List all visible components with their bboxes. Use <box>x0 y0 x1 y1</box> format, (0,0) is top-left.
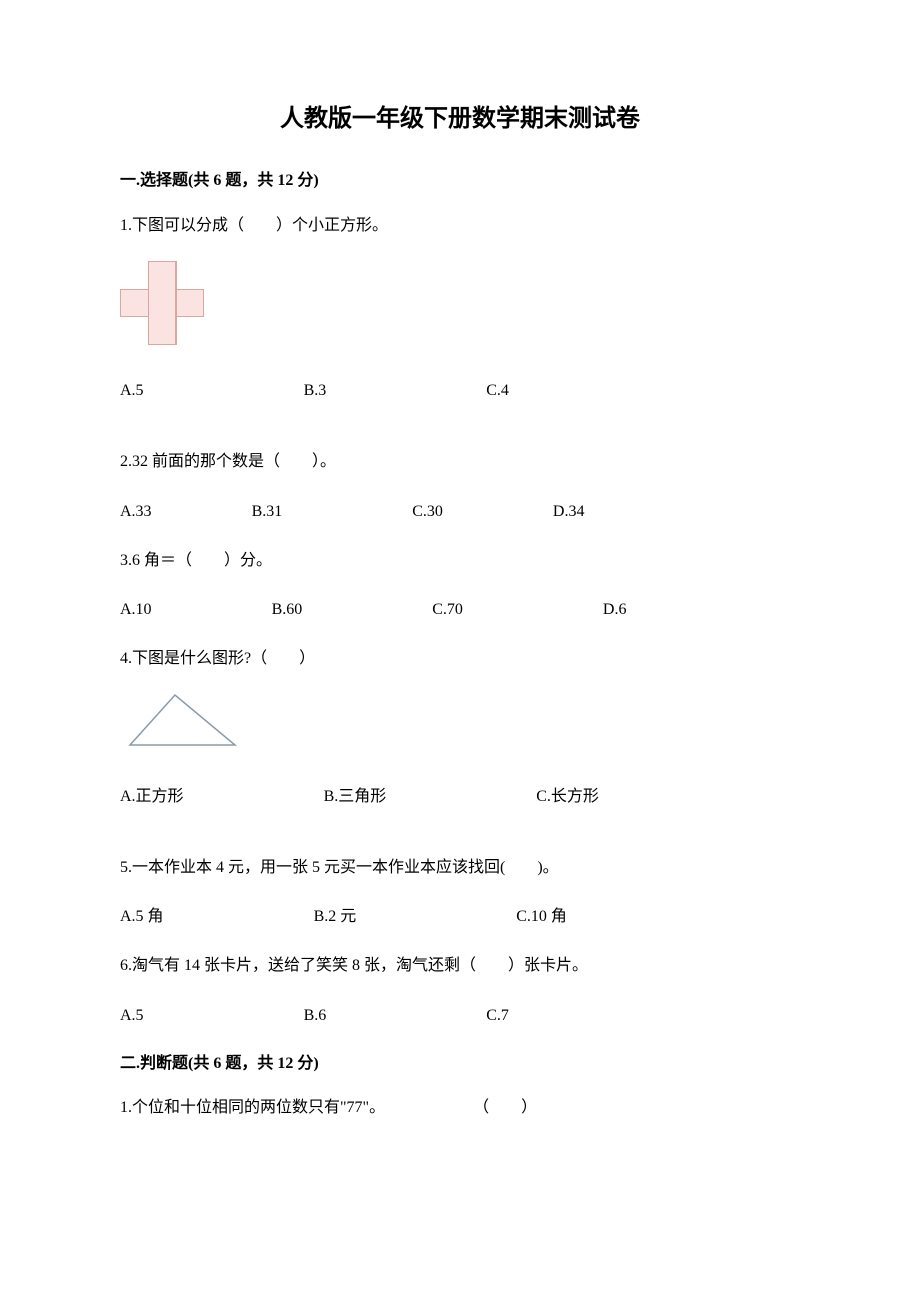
q3-option-c: C.70 <box>432 592 463 627</box>
q2-option-c: C.30 <box>412 494 443 529</box>
q6-text: 6.淘气有 14 张卡片，送给了笑笑 8 张，淘气还剩（ ）张卡片。 <box>120 948 800 983</box>
q1-options: A.5 B.3 C.4 <box>120 373 800 408</box>
q6-option-b: B.6 <box>304 998 327 1033</box>
q5-text: 5.一本作业本 4 元，用一张 5 元买一本作业本应该找回( )。 <box>120 850 800 885</box>
q1-option-a: A.5 <box>120 373 144 408</box>
q2-text: 2.32 前面的那个数是（ ）。 <box>120 444 800 479</box>
q4-options: A.正方形 B.三角形 C.长方形 <box>120 779 800 814</box>
section-1-header: 一.选择题(共 6 题，共 12 分) <box>120 168 800 194</box>
q5-options: A.5 角 B.2 元 C.10 角 <box>120 899 800 934</box>
page-title: 人教版一年级下册数学期末测试卷 <box>120 100 800 138</box>
j1-paren: （ ） <box>473 1099 537 1116</box>
section-2-header: 二.判断题(共 6 题，共 12 分) <box>120 1051 800 1077</box>
q5-option-c: C.10 角 <box>516 899 567 934</box>
q3-option-b: B.60 <box>272 592 303 627</box>
q4-option-a: A.正方形 <box>120 779 184 814</box>
q6-option-a: A.5 <box>120 998 144 1033</box>
q2-option-d: D.34 <box>553 494 585 529</box>
q4-option-b: B.三角形 <box>324 779 387 814</box>
q6-options: A.5 B.6 C.7 <box>120 998 800 1033</box>
q3-text: 3.6 角＝（ ）分。 <box>120 543 800 578</box>
q2-options: A.33 B.31 C.30 D.34 <box>120 494 800 529</box>
q2-option-b: B.31 <box>252 494 283 529</box>
j1-text: 1.个位和十位相同的两位数只有"77"。 <box>120 1099 385 1116</box>
q6-option-c: C.7 <box>486 998 509 1033</box>
q3-option-d: D.6 <box>603 592 627 627</box>
q5-option-a: A.5 角 <box>120 899 164 934</box>
j1-row: 1.个位和十位相同的两位数只有"77"。 （ ） <box>120 1090 800 1125</box>
triangle-icon <box>120 690 245 752</box>
q3-option-a: A.10 <box>120 592 152 627</box>
q1-option-c: C.4 <box>486 373 509 408</box>
q1-figure <box>120 261 800 345</box>
q2-option-a: A.33 <box>120 494 152 529</box>
q3-options: A.10 B.60 C.70 D.6 <box>120 592 800 627</box>
q4-option-c: C.长方形 <box>536 779 599 814</box>
q4-text: 4.下图是什么图形?（ ） <box>120 641 800 676</box>
q5-option-b: B.2 元 <box>314 899 357 934</box>
q1-text: 1.下图可以分成（ ）个小正方形。 <box>120 208 800 243</box>
cross-shape-icon <box>120 261 204 345</box>
q1-option-b: B.3 <box>304 373 327 408</box>
q4-figure <box>120 690 800 761</box>
